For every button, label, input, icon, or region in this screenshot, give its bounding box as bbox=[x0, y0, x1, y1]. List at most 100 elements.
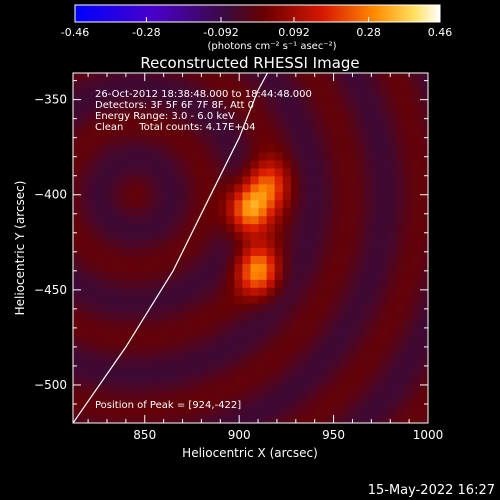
heatmap-pixel bbox=[339, 144, 348, 154]
heatmap-pixel bbox=[282, 240, 292, 249]
heatmap-pixel bbox=[234, 343, 244, 352]
heatmap-pixel bbox=[250, 112, 260, 122]
heatmap-pixel bbox=[97, 399, 106, 408]
heatmap-pixel bbox=[266, 279, 276, 289]
heatmap-pixel bbox=[226, 271, 235, 281]
heatmap-pixel bbox=[315, 351, 324, 360]
solar-limb-curve bbox=[73, 73, 269, 423]
heatmap-pixel bbox=[258, 88, 268, 98]
heatmap-pixel bbox=[379, 80, 389, 90]
heatmap-pixel bbox=[129, 295, 139, 305]
heatmap-pixel bbox=[258, 399, 268, 408]
heatmap-pixel bbox=[363, 359, 373, 368]
heatmap-pixel bbox=[218, 287, 227, 297]
heatmap-pixel bbox=[153, 176, 163, 185]
heatmap-pixel bbox=[242, 160, 252, 170]
heatmap-pixel bbox=[89, 104, 98, 114]
heatmap-pixel bbox=[323, 359, 332, 368]
heatmap-pixel bbox=[355, 112, 365, 122]
heatmap-pixel bbox=[113, 415, 123, 423]
heatmap-pixel bbox=[129, 104, 139, 114]
heatmap-pixel bbox=[403, 399, 413, 408]
heatmap-pixel bbox=[113, 375, 123, 384]
heatmap-pixel bbox=[242, 104, 252, 114]
heatmap-pixel bbox=[210, 96, 219, 106]
heatmap-pixel bbox=[395, 295, 405, 305]
heatmap-pixel bbox=[177, 255, 187, 265]
heatmap-pixel bbox=[73, 192, 82, 201]
heatmap-pixel bbox=[290, 240, 300, 249]
heatmap-pixel bbox=[371, 120, 381, 130]
heatmap-pixel bbox=[266, 367, 276, 376]
heatmap-pixel bbox=[387, 263, 397, 273]
heatmap-pixel bbox=[258, 168, 268, 177]
heatmap-pixel bbox=[306, 104, 316, 114]
heatmap-pixel bbox=[177, 343, 187, 352]
heatmap-pixel bbox=[258, 80, 268, 90]
heatmap-pixel bbox=[210, 383, 219, 392]
heatmap-pixel bbox=[282, 279, 292, 289]
heatmap-pixel bbox=[226, 319, 235, 329]
heatmap-pixel bbox=[290, 287, 300, 297]
heatmap-pixel bbox=[282, 232, 292, 241]
heatmap-pixel bbox=[169, 208, 179, 217]
heatmap-pixel bbox=[274, 327, 284, 337]
heatmap-pixel bbox=[73, 136, 82, 146]
heatmap-pixel bbox=[371, 311, 381, 321]
heatmap-pixel bbox=[210, 128, 219, 138]
heatmap-pixel bbox=[177, 216, 187, 225]
heatmap-pixel bbox=[202, 80, 211, 90]
heatmap-pixel bbox=[202, 375, 211, 384]
heatmap-pixel bbox=[145, 311, 155, 321]
heatmap-pixel bbox=[129, 375, 139, 384]
heatmap-pixel bbox=[185, 96, 195, 106]
heatmap-pixel bbox=[298, 152, 308, 162]
heatmap-pixel bbox=[145, 335, 155, 345]
heatmap-pixel bbox=[105, 192, 114, 201]
heatmap-pixel bbox=[194, 383, 203, 392]
heatmap-pixel bbox=[218, 295, 227, 305]
heatmap-pixel bbox=[387, 152, 397, 162]
heatmap-pixel bbox=[339, 216, 348, 225]
heatmap-pixel bbox=[379, 295, 389, 305]
heatmap-pixel bbox=[419, 327, 428, 337]
heatmap-pixel bbox=[161, 263, 171, 273]
heatmap-pixel bbox=[202, 295, 211, 305]
heatmap-pixel bbox=[121, 399, 131, 408]
heatmap-pixel bbox=[306, 120, 316, 130]
heatmap-pixel bbox=[411, 96, 421, 106]
heatmap-pixel bbox=[97, 343, 106, 352]
heatmap-pixel bbox=[419, 319, 428, 329]
heatmap-pixel bbox=[323, 327, 332, 337]
heatmap-pixel bbox=[306, 351, 316, 360]
heatmap-pixel bbox=[306, 112, 316, 122]
heatmap-pixel bbox=[169, 351, 179, 360]
heatmap-pixel bbox=[395, 128, 405, 138]
heatmap-pixel bbox=[379, 343, 389, 352]
heatmap-pixel bbox=[161, 120, 171, 130]
heatmap-pixel bbox=[210, 279, 219, 289]
heatmap-pixel bbox=[250, 375, 260, 384]
heatmap-pixel bbox=[234, 240, 244, 249]
heatmap-pixel bbox=[290, 200, 300, 209]
heatmap-pixel bbox=[161, 112, 171, 122]
heatmap-pixel bbox=[315, 343, 324, 352]
heatmap-pixel bbox=[218, 240, 227, 249]
heatmap-pixel bbox=[145, 104, 155, 114]
heatmap-pixel bbox=[153, 208, 163, 217]
heatmap-pixel bbox=[298, 255, 308, 265]
heatmap-pixel bbox=[226, 367, 235, 376]
heatmap-pixel bbox=[315, 335, 324, 345]
heatmap-pixel bbox=[185, 351, 195, 360]
heatmap-pixel bbox=[258, 255, 268, 265]
heatmap-pixel bbox=[363, 152, 373, 162]
heatmap-pixel bbox=[242, 303, 252, 313]
heatmap-pixel bbox=[137, 295, 147, 305]
heatmap-pixel bbox=[202, 351, 211, 360]
heatmap-pixel bbox=[145, 96, 155, 106]
heatmap-pixel bbox=[331, 184, 340, 193]
heatmap-pixel bbox=[306, 295, 316, 305]
heatmap-pixel bbox=[395, 112, 405, 122]
heatmap-pixel bbox=[347, 192, 356, 201]
heatmap-pixel bbox=[121, 311, 131, 321]
